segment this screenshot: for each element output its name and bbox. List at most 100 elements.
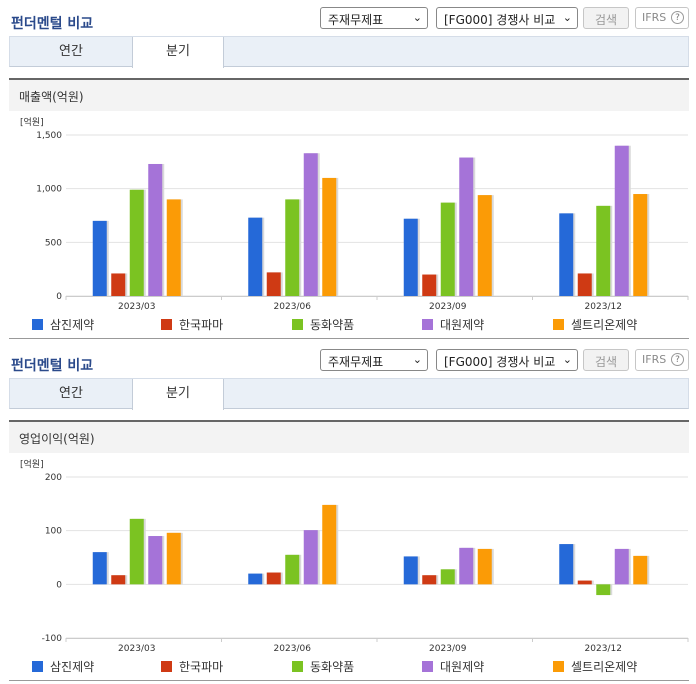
statement-select-value: 주재무제표 [328, 13, 384, 27]
statement-select-value: 주재무제표 [328, 355, 384, 369]
legend-swatch [32, 319, 43, 330]
fundamental-section-operating-profit: 펀더멘털 비교 주재무제표 ⌄ [FG000] 경쟁사 비교 ⌄ 검색 IFRS… [0, 342, 696, 684]
fundamental-section-sales: 펀더멘털 비교 주재무제표 ⌄ [FG000] 경쟁사 비교 ⌄ 검색 IFRS… [0, 0, 696, 339]
bar [303, 530, 318, 585]
legend-item[interactable]: 대원제약 [422, 658, 484, 675]
bar [248, 217, 263, 296]
tab-quarterly[interactable]: 분기 [132, 379, 224, 410]
x-tick-label: 2023/12 [585, 302, 622, 311]
legend-label: 삼진제약 [50, 318, 95, 332]
legend-label: 한국파마 [179, 660, 224, 674]
bar [459, 157, 474, 296]
tab-annual[interactable]: 연간 [59, 386, 83, 401]
bar [596, 205, 611, 296]
bar [92, 552, 107, 585]
y-tick-label: 100 [45, 527, 62, 537]
legend-label: 대원제약 [440, 660, 485, 674]
compare-select[interactable]: [FG000] 경쟁사 비교 ⌄ [436, 349, 578, 371]
search-button[interactable]: 검색 [583, 7, 629, 29]
ifrs-label: IFRS [642, 353, 667, 366]
legend-item[interactable]: 셀트리온제약 [553, 316, 637, 333]
help-icon[interactable]: ? [671, 353, 684, 366]
legend-swatch [292, 661, 303, 672]
y-tick-label: 1,500 [36, 131, 62, 141]
bar [148, 163, 163, 296]
bar [285, 554, 300, 585]
bar [614, 145, 629, 296]
y-tick-label: 0 [56, 580, 62, 590]
ifrs-button[interactable]: IFRS ? [635, 349, 689, 371]
legend-item[interactable]: 삼진제약 [32, 658, 94, 675]
section-title: 펀더멘털 비교 [11, 358, 94, 374]
bar [633, 555, 648, 585]
search-button[interactable]: 검색 [583, 349, 629, 371]
bar [633, 194, 648, 296]
legend-item[interactable]: 동화약품 [292, 658, 354, 675]
bar [166, 199, 181, 296]
compare-select-value: [FG000] 경쟁사 비교 [444, 355, 556, 369]
y-tick-label: 500 [45, 238, 62, 248]
chevron-down-icon: ⌄ [562, 353, 572, 366]
unit-label: [억원] [20, 458, 44, 470]
period-tabs: 연간 분기 [9, 36, 689, 68]
statement-select[interactable]: 주재무제표 ⌄ [320, 349, 428, 371]
bar [266, 572, 281, 585]
bar [477, 548, 492, 585]
legend-swatch [553, 661, 564, 672]
x-tick-label: 2023/12 [585, 644, 622, 653]
tab-quarterly[interactable]: 분기 [132, 37, 224, 68]
section-header: 펀더멘털 비교 주재무제표 ⌄ [FG000] 경쟁사 비교 ⌄ 검색 IFRS… [0, 342, 696, 378]
y-tick-label: 200 [45, 473, 62, 483]
legend-item[interactable]: 대원제약 [422, 316, 484, 333]
statement-select[interactable]: 주재무제표 ⌄ [320, 7, 428, 29]
compare-select[interactable]: [FG000] 경쟁사 비교 ⌄ [436, 7, 578, 29]
legend-swatch [422, 661, 433, 672]
legend-item[interactable]: 한국파마 [161, 658, 223, 675]
chart-title: 매출액(억원) [19, 90, 84, 104]
legend-label: 셀트리온제약 [571, 660, 638, 674]
section-header: 펀더멘털 비교 주재무제표 ⌄ [FG000] 경쟁사 비교 ⌄ 검색 IFRS… [0, 0, 696, 36]
legend-item[interactable]: 삼진제약 [32, 316, 94, 333]
legend-label: 삼진제약 [50, 660, 95, 674]
period-tabs: 연간 분기 [9, 378, 689, 410]
chart-legend: 삼진제약 한국파마 동화약품 대원제약 셀트리온제약 [9, 316, 689, 334]
x-tick-label: 2023/06 [274, 644, 312, 653]
tab-annual[interactable]: 연간 [59, 44, 83, 59]
help-icon[interactable]: ? [671, 11, 684, 24]
chart-header: 영업이익(억원) [9, 420, 689, 453]
bar-chart: [억원] 0 500 1,000 1,500 2023/03 2023/06 2023/09 2… [9, 111, 689, 339]
bar [129, 518, 144, 585]
legend-item[interactable]: 동화약품 [292, 316, 354, 333]
bar [422, 575, 437, 585]
chart-legend: 삼진제약 한국파마 동화약품 대원제약 셀트리온제약 [9, 658, 689, 676]
legend-swatch [292, 319, 303, 330]
bar [111, 273, 126, 296]
legend-item[interactable]: 한국파마 [161, 316, 223, 333]
chevron-down-icon: ⌄ [562, 11, 572, 24]
bar [459, 547, 474, 585]
legend-swatch [553, 319, 564, 330]
x-tick-label: 2023/03 [118, 302, 155, 311]
y-tick-label: 0 [56, 292, 62, 302]
ifrs-button[interactable]: IFRS ? [635, 7, 689, 29]
chart-svg: [억원] -100 0 100 200 2023/03 2023/06 2023/09 2023… [20, 458, 689, 653]
chevron-down-icon: ⌄ [412, 353, 422, 366]
bar [477, 195, 492, 296]
x-tick-label: 2023/06 [274, 302, 312, 311]
legend-item[interactable]: 셀트리온제약 [553, 658, 637, 675]
bar [614, 548, 629, 585]
bar [559, 213, 574, 296]
bar [92, 220, 107, 296]
bar [285, 199, 300, 296]
ifrs-label: IFRS [642, 11, 667, 24]
bar [303, 153, 318, 296]
chart-title: 영업이익(억원) [19, 432, 95, 446]
bar [422, 274, 437, 296]
x-tick-label: 2023/09 [429, 302, 467, 311]
bar-chart: [억원] -100 0 100 200 2023/03 2023/06 2023/09 2023… [9, 453, 689, 681]
unit-label: [억원] [20, 116, 44, 128]
legend-swatch [161, 661, 172, 672]
bar [111, 575, 126, 585]
legend-label: 한국파마 [179, 318, 224, 332]
bar [596, 584, 611, 596]
